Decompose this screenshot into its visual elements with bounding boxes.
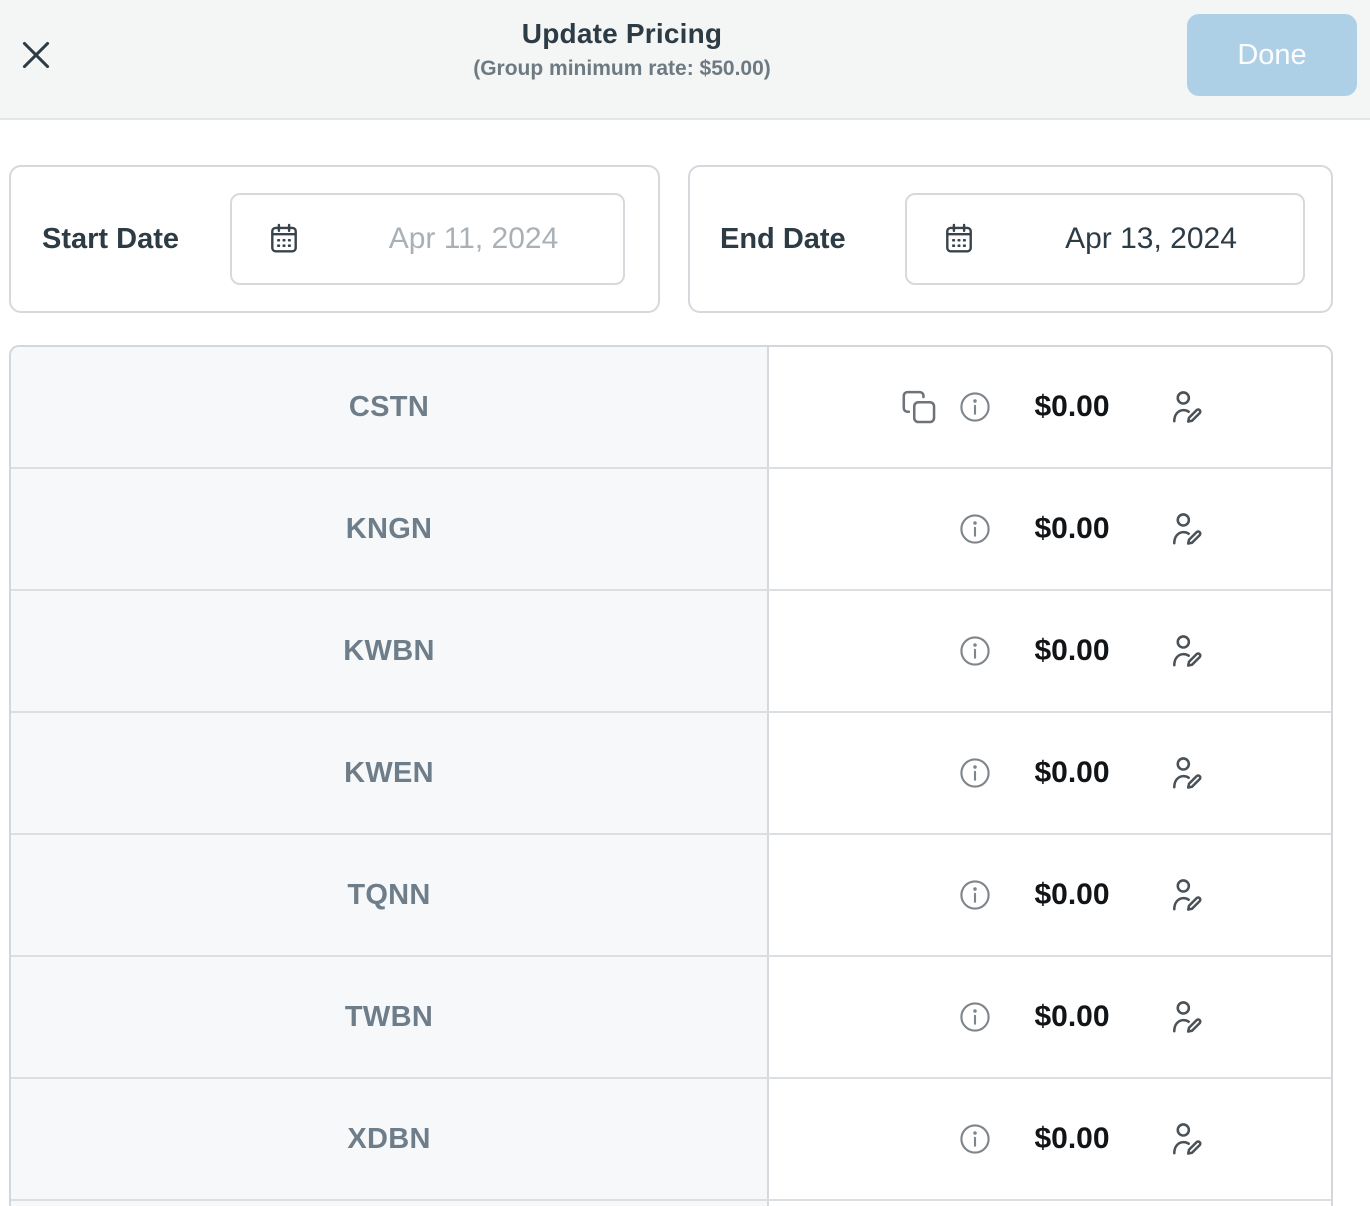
room-type-code: KWEN	[344, 756, 434, 789]
end-date-value: Apr 13, 2024	[1065, 222, 1237, 255]
close-button[interactable]	[15, 34, 57, 76]
table-row: TWBN $0.00	[11, 957, 1331, 1079]
user-edit-icon[interactable]	[1167, 632, 1205, 670]
info-icon[interactable]	[958, 756, 992, 790]
info-icon[interactable]	[958, 1000, 992, 1034]
room-type-code: CSTN	[348, 390, 430, 423]
room-type-code: KNGN	[345, 512, 433, 545]
user-edit-icon[interactable]	[1167, 754, 1205, 792]
price-value: $0.00	[1034, 1122, 1110, 1155]
done-button[interactable]: Done	[1187, 14, 1357, 96]
start-date-input[interactable]: Apr 11, 2024	[230, 193, 625, 285]
date-filters: Start Date	[9, 165, 1333, 313]
modal-body: Start Date	[0, 120, 1370, 1206]
user-edit-icon[interactable]	[1167, 1120, 1205, 1158]
info-icon[interactable]	[958, 390, 992, 424]
copy-icon[interactable]	[900, 388, 938, 426]
modal-header: Update Pricing (Group minimum rate: $50.…	[0, 0, 1370, 120]
price-value: $0.00	[1034, 512, 1110, 545]
group-minimum-rate-subtitle: (Group minimum rate: $50.00)	[473, 57, 771, 80]
user-edit-icon[interactable]	[1167, 388, 1205, 426]
start-date-label: Start Date	[42, 222, 179, 255]
table-row: TQNN $0.00	[11, 835, 1331, 957]
end-date-card: End Date	[688, 165, 1333, 313]
info-icon[interactable]	[958, 512, 992, 546]
table-row: KWEN $0.00	[11, 713, 1331, 835]
start-date-value: Apr 11, 2024	[388, 222, 559, 255]
info-icon[interactable]	[958, 634, 992, 668]
room-type-code: XDBN	[347, 1122, 431, 1155]
info-icon[interactable]	[958, 878, 992, 912]
user-edit-icon[interactable]	[1167, 876, 1205, 914]
calendar-icon	[266, 221, 302, 257]
price-value: $0.00	[1034, 756, 1110, 789]
room-type-code: KWBN	[343, 634, 435, 667]
pricing-table: CSTN $0.00	[9, 345, 1333, 1201]
table-row: XDBN $0.00	[11, 1079, 1331, 1201]
modal-titles: Update Pricing (Group minimum rate: $50.…	[0, 18, 1244, 81]
table-row: KNGN $0.00	[11, 469, 1331, 591]
price-value: $0.00	[1034, 390, 1110, 423]
user-edit-icon[interactable]	[1167, 998, 1205, 1036]
room-type-code: TQNN	[347, 878, 431, 911]
price-value: $0.00	[1034, 878, 1110, 911]
info-icon[interactable]	[958, 1122, 992, 1156]
price-value: $0.00	[1034, 1000, 1110, 1033]
close-x-icon	[17, 36, 55, 74]
page-title: Update Pricing	[521, 18, 723, 49]
table-row: KWBN $0.00	[11, 591, 1331, 713]
room-type-code: TWBN	[344, 1000, 434, 1033]
user-edit-icon[interactable]	[1167, 510, 1205, 548]
price-value: $0.00	[1034, 634, 1110, 667]
end-date-input[interactable]: Apr 13, 2024	[905, 193, 1305, 285]
calendar-icon	[941, 221, 977, 257]
table-row-partial	[9, 1201, 1333, 1206]
start-date-card: Start Date	[9, 165, 660, 313]
table-row: CSTN $0.00	[11, 347, 1331, 469]
end-date-label: End Date	[720, 222, 846, 255]
